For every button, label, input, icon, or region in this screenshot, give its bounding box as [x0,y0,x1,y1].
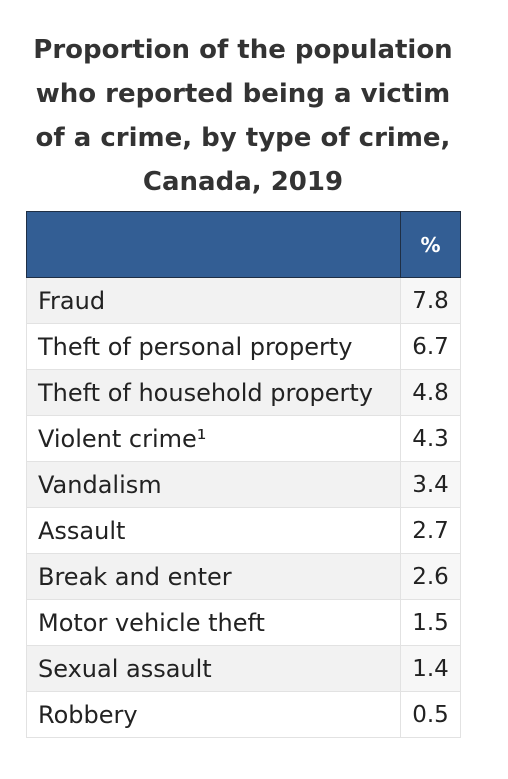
row-label: Break and enter [26,553,401,600]
chart-title-line: who reported being a victim [35,79,451,109]
row-label: Fraud [26,277,401,324]
row-label: Motor vehicle theft [26,599,401,646]
row-value: 6.7 [400,323,461,370]
row-value: 7.8 [400,277,461,324]
column-header-label [26,211,401,278]
chart-title: Proportion of the population who reporte… [0,28,486,204]
row-value: 0.5 [400,691,461,738]
table-row: Theft of personal property 6.7 [26,323,461,370]
row-label: Robbery [26,691,401,738]
row-label: Theft of household property [26,369,401,416]
chart-title-line: Canada, 2019 [142,167,344,197]
row-label: Sexual assault [26,645,401,692]
row-value: 2.6 [400,553,461,600]
table-row: Robbery 0.5 [26,691,461,738]
row-value: 4.8 [400,369,461,416]
row-value: 3.4 [400,461,461,508]
row-value: 4.3 [400,415,461,462]
row-label: Theft of personal property [26,323,401,370]
row-label: Violent crime¹ [26,415,401,462]
row-label: Assault [26,507,401,554]
table-row: Vandalism 3.4 [26,461,461,508]
row-label: Vandalism [26,461,401,508]
row-value: 1.4 [400,645,461,692]
column-header-percent: % [400,211,461,278]
table-row: Motor vehicle theft 1.5 [26,599,461,646]
table-row: Break and enter 2.6 [26,553,461,600]
row-value: 1.5 [400,599,461,646]
row-value: 2.7 [400,507,461,554]
table-row: Sexual assault 1.4 [26,645,461,692]
table-row: Fraud 7.8 [26,277,461,324]
chart-title-line: of a crime, by type of crime, [35,123,451,153]
table-header-row: % [26,211,461,278]
chart-title-line: Proportion of the population [33,35,453,65]
table-row: Theft of household property 4.8 [26,369,461,416]
data-table: % Fraud 7.8 Theft of personal property 6… [26,211,461,738]
table-row: Assault 2.7 [26,507,461,554]
table-row: Violent crime¹ 4.3 [26,415,461,462]
